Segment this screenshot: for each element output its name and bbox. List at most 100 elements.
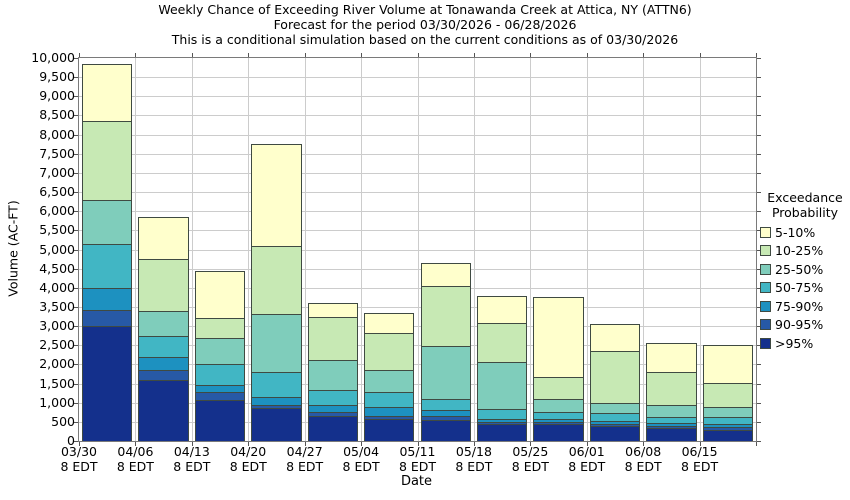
bar-segment-1025 (702, 383, 753, 407)
chart-subtitle-conditions: This is a conditional simulation based o… (171, 31, 679, 47)
y-tick-right (757, 230, 761, 232)
bar-segment-5075 (194, 364, 246, 386)
bar-segment-95 (138, 379, 189, 441)
x-tick-label: 05/25 8 EDT (498, 444, 562, 474)
x-tick-top (248, 53, 250, 57)
y-tick-right (757, 58, 761, 59)
y-tick-label: 2,500 (39, 337, 75, 353)
bar-segment-5075 (307, 390, 359, 405)
bar-segment-95 (702, 429, 753, 441)
x-tick-label: 04/20 8 EDT (216, 444, 280, 474)
x-tick-top (361, 53, 363, 57)
y-tick-right (757, 249, 761, 251)
y-tick-right (757, 77, 761, 79)
bar-segment-2550 (702, 406, 753, 417)
x-tick-date: 05/04 (343, 444, 380, 459)
bar-segment-9095 (420, 416, 471, 420)
bar-segment-2550 (476, 362, 528, 410)
x-tick-date: 05/25 (512, 444, 549, 459)
y-tick-label: 8,500 (39, 107, 75, 123)
x-tick-bottom (586, 442, 588, 446)
x-gridline (530, 58, 532, 441)
bar-segment-95 (251, 407, 302, 441)
x-gridline (643, 58, 645, 441)
x-tick-time: 8 EDT (342, 458, 380, 474)
x-tick-time: 8 EDT (624, 458, 662, 474)
y-tick-left (74, 383, 78, 385)
x-tick-top (473, 53, 475, 57)
y-tick-right (757, 421, 761, 423)
bar-segment-7590 (476, 419, 528, 423)
y-tick-label: 3,500 (39, 298, 75, 314)
bar-segment-7590 (194, 385, 246, 392)
bar-segment-5075 (251, 372, 302, 397)
y-tick-right (757, 172, 761, 174)
bar-segment-1025 (533, 377, 584, 399)
bar-segment-2550 (82, 199, 133, 244)
x-gridline (699, 58, 701, 441)
y-tick-right (757, 115, 761, 117)
x-tick-top (135, 53, 137, 57)
bar-segment-5075 (702, 416, 753, 425)
bar-segment-510 (533, 297, 584, 378)
bar-segment-5075 (476, 409, 528, 420)
bar-segment-95 (533, 424, 584, 441)
x-tick-label: 03/30 8 EDT (47, 444, 111, 474)
y-tick-right (757, 153, 761, 155)
bar-segment-1025 (589, 351, 641, 403)
y-tick-label: 1,000 (39, 394, 75, 410)
x-tick-label: 05/11 8 EDT (386, 444, 450, 474)
bar-segment-510 (138, 216, 189, 260)
y-tick-left (74, 58, 78, 59)
bar-segment-9095 (82, 309, 133, 327)
x-tick-date: 06/15 (681, 444, 718, 459)
x-tick-top (79, 53, 80, 57)
x-tick-bottom (191, 442, 193, 446)
x-tick-time: 8 EDT (173, 458, 211, 474)
bar-segment-2550 (646, 404, 697, 418)
bar-segment-95 (82, 326, 133, 441)
bar-segment-5075 (646, 417, 697, 424)
bar-segment-9095 (251, 405, 302, 408)
bar-segment-9095 (646, 426, 697, 429)
x-tick-label: 04/27 8 EDT (273, 444, 337, 474)
x-tick-top (643, 53, 645, 57)
x-tick-bottom (135, 442, 137, 446)
legend-entry: 5-10% (760, 224, 850, 240)
x-tick-label: 05/18 8 EDT (442, 444, 506, 474)
legend-swatch (760, 300, 771, 312)
y-tick-right (757, 364, 761, 366)
legend: Exceedance Probability 5-10% 10-25% 25-50%… (760, 190, 850, 354)
bar-segment-2550 (420, 346, 471, 399)
x-tick-time: 8 EDT (286, 458, 324, 474)
y-tick-label: 7,500 (39, 145, 75, 161)
bar-segment-2550 (589, 402, 641, 414)
y-tick-label: 5,500 (39, 222, 75, 238)
legend-label: 50-75% (775, 280, 824, 295)
bar-segment-1025 (251, 245, 302, 314)
x-tick-bottom (530, 442, 532, 446)
x-tick-top (756, 53, 757, 57)
x-tick-bottom (304, 442, 306, 446)
bar-segment-7590 (646, 423, 697, 427)
y-tick-label: 6,500 (39, 184, 75, 200)
chart-subtitle-period: Forecast for the period 03/30/2026 - 06/… (273, 16, 577, 32)
x-tick-bottom (699, 442, 701, 446)
y-tick-left (74, 153, 78, 155)
legend-label: 25-50% (775, 261, 824, 277)
legend-entry: 75-90% (760, 298, 850, 314)
x-tick-bottom (79, 442, 80, 446)
x-tick-top (191, 53, 193, 57)
y-tick-left (74, 115, 78, 117)
x-tick-bottom (248, 442, 250, 446)
y-tick-left (74, 306, 78, 308)
y-tick-label: 9,000 (39, 88, 75, 104)
y-tick-right (757, 287, 761, 289)
y-tick-left (74, 402, 78, 404)
x-gridline (135, 58, 137, 441)
x-gridline (417, 58, 419, 441)
y-tick-right (757, 134, 761, 136)
y-tick-label: 2,000 (39, 356, 75, 372)
x-tick-top (417, 53, 419, 57)
